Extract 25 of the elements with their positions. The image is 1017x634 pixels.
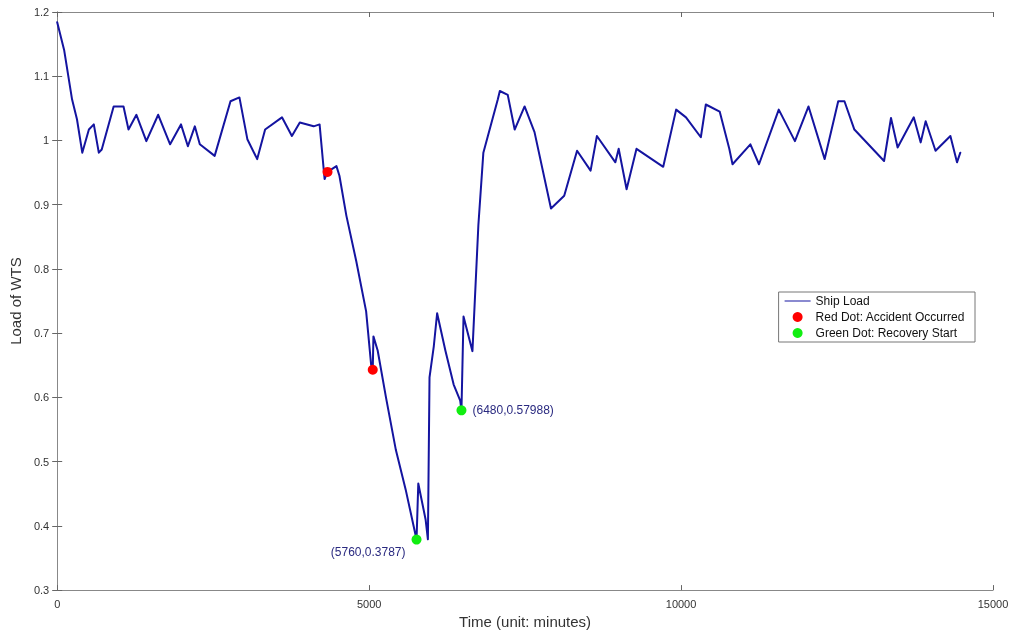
y-tick-label: 0.9 <box>33 198 50 211</box>
y-tick-label: 0.8 <box>33 262 50 275</box>
point <box>367 364 378 375</box>
y-tick-label: 1.1 <box>33 70 50 83</box>
y-tick-label: 0.5 <box>33 455 50 468</box>
y-tick-label: 0.7 <box>33 327 50 340</box>
data-label: (6480,0.57988) <box>472 403 554 418</box>
point <box>456 405 467 416</box>
data-label: (5760,0.3787) <box>330 544 406 559</box>
point <box>411 534 422 545</box>
legend-label: Red Dot: Accident Occurred <box>815 310 965 324</box>
x-tick-label: 15000 <box>977 597 1009 610</box>
y-tick-label: 0.4 <box>33 519 50 532</box>
y-tick-label: 0.6 <box>33 391 50 404</box>
legend-label: Green Dot: Recovery Start <box>815 326 958 340</box>
legend-label: Ship Load <box>815 294 870 308</box>
x-axis-title: Time (unit: minutes) <box>459 613 592 630</box>
y-tick-label: 0.3 <box>33 584 50 597</box>
x-tick-label: 10000 <box>665 597 697 610</box>
x-tick-label: 0 <box>54 597 61 610</box>
point <box>322 166 333 177</box>
x-tick-label: 5000 <box>356 597 382 610</box>
y-tick-label: 1 <box>43 134 50 147</box>
y-tick-label: 1.2 <box>33 6 50 18</box>
y-axis-title: Load of WTS <box>7 257 24 345</box>
